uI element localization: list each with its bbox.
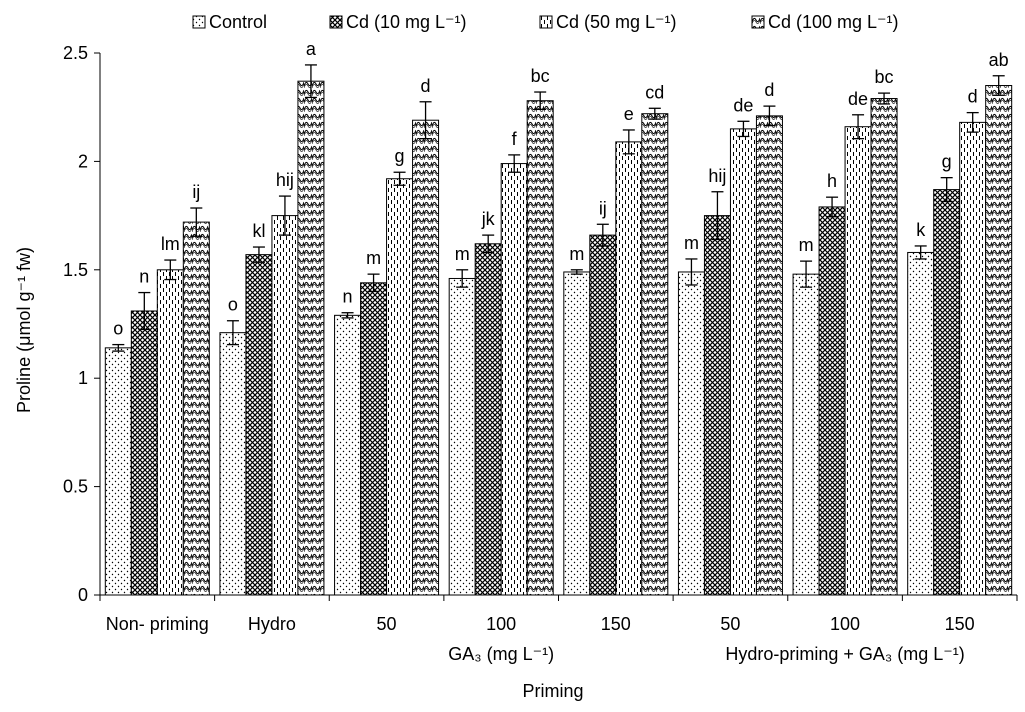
y-tick-label: 0.5 (63, 477, 88, 497)
bar (360, 282, 388, 596)
bar (563, 271, 591, 596)
significance-letter: bc (531, 66, 550, 86)
bar (985, 85, 1013, 596)
significance-letter: de (848, 89, 868, 109)
x-axis-title: Priming (522, 681, 583, 701)
bar (703, 215, 731, 596)
x-group-label: Hydro-priming + GA₃ (mg L⁻¹) (725, 644, 964, 664)
significance-letter: m (455, 244, 470, 264)
significance-letter: ij (599, 198, 607, 218)
significance-letter: m (569, 244, 584, 264)
bar (870, 98, 898, 596)
bar (792, 273, 820, 596)
significance-letter: m (366, 248, 381, 268)
bar (104, 347, 132, 596)
significance-letter: ab (989, 50, 1009, 70)
bar (297, 80, 325, 596)
x-tick-label: 150 (601, 614, 631, 634)
y-tick-label: 1 (78, 368, 88, 388)
bar (615, 141, 643, 596)
bar (589, 234, 617, 596)
significance-letter: hij (708, 166, 726, 186)
x-group-label: GA₃ (mg L⁻¹) (448, 644, 554, 664)
x-tick-label: Non- priming (106, 614, 209, 634)
y-axis-title: Proline (μmol g⁻¹ fw) (14, 247, 34, 413)
bar (245, 254, 273, 596)
bar (271, 215, 299, 596)
y-axis: 0 0.5 1 1.5 2 2.5 (63, 43, 101, 605)
bars: onlmijoklhijanmgdmjkfbcmijecdmhijdedmhde… (104, 39, 1013, 596)
bar (818, 206, 846, 596)
bar (844, 126, 872, 596)
significance-letter: g (395, 146, 405, 166)
significance-letter: d (421, 76, 431, 96)
legend: Control Cd (10 mg L⁻¹) Cd (50 mg L⁻¹) Cd (1… (192, 12, 899, 32)
bar (729, 128, 757, 596)
significance-letter: cd (645, 82, 664, 102)
bar (182, 221, 210, 596)
significance-letter: de (733, 95, 753, 115)
x-tick-label: 150 (945, 614, 975, 634)
legend-swatch (329, 15, 343, 29)
legend-label: Control (209, 12, 267, 32)
bar (641, 113, 669, 596)
bar (448, 277, 476, 596)
bar (156, 269, 184, 596)
significance-letter: lm (161, 234, 180, 254)
bar (334, 314, 362, 596)
y-tick-label: 1.5 (63, 260, 88, 280)
significance-letter: n (139, 267, 149, 287)
bar (412, 119, 440, 596)
significance-letter: k (916, 220, 926, 240)
y-tick-label: 2 (78, 151, 88, 171)
x-axis: Non- priming Hydro 50 100 150 50 100 150 GA₃ (mg… (99, 594, 1018, 664)
significance-letter: bc (875, 67, 894, 87)
significance-letter: a (306, 39, 317, 59)
bar (386, 178, 414, 596)
significance-letter: h (827, 171, 837, 191)
y-tick-label: 2.5 (63, 43, 88, 63)
significance-letter: jk (481, 209, 496, 229)
significance-letter: kl (252, 221, 265, 241)
significance-letter: e (624, 104, 634, 124)
significance-letter: d (764, 80, 774, 100)
x-tick-label: 100 (486, 614, 516, 634)
bar (755, 115, 783, 596)
x-tick-label: 100 (830, 614, 860, 634)
legend-swatch (751, 15, 765, 29)
bar (474, 243, 502, 596)
legend-swatch (192, 15, 206, 29)
bar (907, 251, 935, 596)
x-tick-label: 50 (720, 614, 740, 634)
bar (526, 100, 554, 596)
significance-letter: n (343, 287, 353, 307)
bar (933, 189, 961, 596)
significance-letter: o (113, 319, 123, 339)
significance-letter: d (968, 87, 978, 107)
x-tick-label: Hydro (248, 614, 296, 634)
significance-letter: ij (192, 182, 200, 202)
legend-label: Cd (50 mg L⁻¹) (556, 12, 677, 32)
significance-letter: g (942, 152, 952, 172)
significance-letter: f (512, 129, 518, 149)
y-tick-label: 0 (78, 585, 88, 605)
significance-letter: o (228, 295, 238, 315)
legend-label: Cd (100 mg L⁻¹) (768, 12, 899, 32)
significance-letter: m (684, 233, 699, 253)
bar (219, 332, 247, 596)
bar (500, 163, 528, 596)
x-tick-label: 50 (377, 614, 397, 634)
bar (959, 121, 987, 596)
significance-letter: m (799, 235, 814, 255)
legend-swatch (539, 15, 553, 29)
legend-label: Cd (10 mg L⁻¹) (346, 12, 467, 32)
bar (130, 310, 158, 596)
significance-letter: hij (276, 170, 294, 190)
bar (677, 271, 705, 596)
